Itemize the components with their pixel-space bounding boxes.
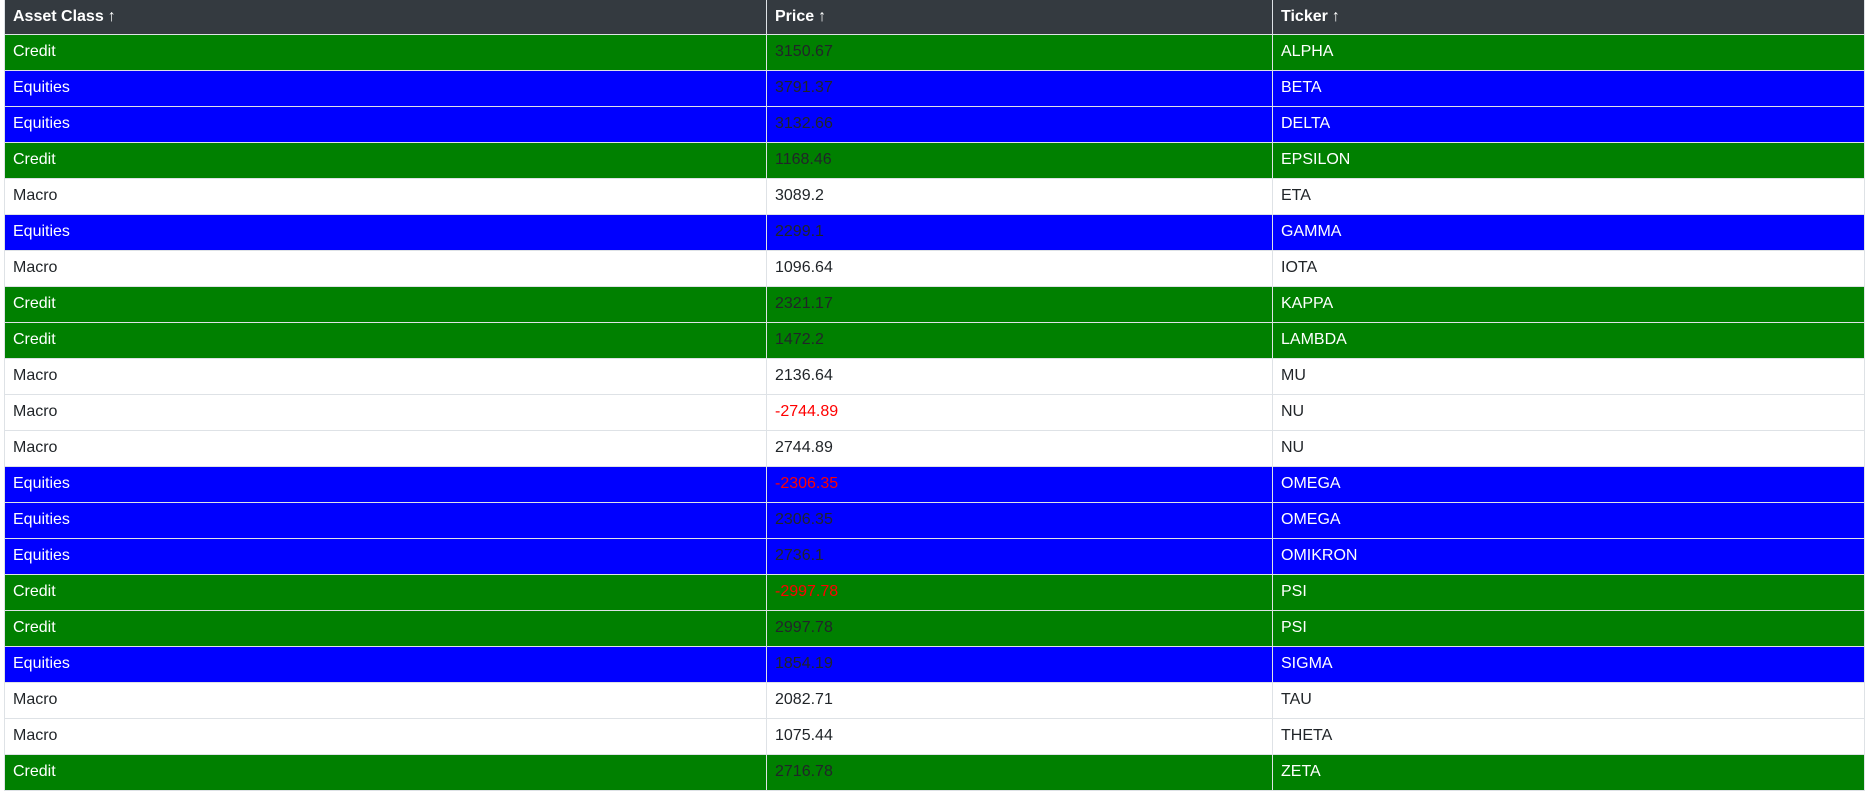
cell-asset-class: Macro <box>4 357 767 395</box>
table-row[interactable]: Credit 1168.46 EPSILON <box>4 141 1865 179</box>
cell-asset-class: Credit <box>4 285 767 323</box>
table-row[interactable]: Macro 3089.2 ETA <box>4 177 1865 215</box>
cell-ticker: DELTA <box>1272 105 1865 143</box>
cell-ticker: THETA <box>1272 717 1865 755</box>
header-row: Asset Class ↑ Price ↑ Ticker ↑ <box>4 0 1865 35</box>
cell-asset-class: Equities <box>4 645 767 683</box>
table-row[interactable]: Equities 1854.19 SIGMA <box>4 645 1865 683</box>
cell-asset-class: Macro <box>4 393 767 431</box>
cell-price: 3791.37 <box>766 69 1273 107</box>
column-header-price[interactable]: Price ↑ <box>766 0 1273 35</box>
column-header-label: Asset Class <box>13 7 104 25</box>
cell-price: 3150.67 <box>766 33 1273 71</box>
cell-ticker: BETA <box>1272 69 1865 107</box>
table-row[interactable]: Equities -2306.35 OMEGA <box>4 465 1865 503</box>
table-row[interactable]: Macro 2136.64 MU <box>4 357 1865 395</box>
cell-price: 1854.19 <box>766 645 1273 683</box>
cell-ticker: TAU <box>1272 681 1865 719</box>
table-row[interactable]: Macro 2082.71 TAU <box>4 681 1865 719</box>
cell-ticker: EPSILON <box>1272 141 1865 179</box>
table-row[interactable]: Credit 2997.78 PSI <box>4 609 1865 647</box>
cell-price: 1168.46 <box>766 141 1273 179</box>
cell-ticker: ETA <box>1272 177 1865 215</box>
cell-asset-class: Credit <box>4 573 767 611</box>
cell-ticker: ZETA <box>1272 753 1865 791</box>
cell-asset-class: Macro <box>4 717 767 755</box>
cell-ticker: ALPHA <box>1272 33 1865 71</box>
cell-ticker: MU <box>1272 357 1865 395</box>
table-row[interactable]: Equities 2306.35 OMEGA <box>4 501 1865 539</box>
cell-asset-class: Equities <box>4 465 767 503</box>
cell-price: 2299.1 <box>766 213 1273 251</box>
cell-price: -2997.78 <box>766 573 1273 611</box>
table-row[interactable]: Equities 2299.1 GAMMA <box>4 213 1865 251</box>
cell-asset-class: Credit <box>4 33 767 71</box>
table-row[interactable]: Macro -2744.89 NU <box>4 393 1865 431</box>
column-header-label: Price <box>775 7 815 25</box>
cell-asset-class: Macro <box>4 681 767 719</box>
cell-ticker: GAMMA <box>1272 213 1865 251</box>
cell-price: 2321.17 <box>766 285 1273 323</box>
cell-asset-class: Credit <box>4 321 767 359</box>
cell-price: 1096.64 <box>766 249 1273 287</box>
sort-ascending-icon: ↑ <box>1331 7 1340 25</box>
cell-price: -2306.35 <box>766 465 1273 503</box>
cell-asset-class: Credit <box>4 141 767 179</box>
cell-ticker: NU <box>1272 393 1865 431</box>
cell-asset-class: Equities <box>4 501 767 539</box>
cell-ticker: OMEGA <box>1272 465 1865 503</box>
table-row[interactable]: Equities 3132.66 DELTA <box>4 105 1865 143</box>
cell-ticker: OMEGA <box>1272 501 1865 539</box>
cell-price: 3089.2 <box>766 177 1273 215</box>
table-row[interactable]: Credit 1472.2 LAMBDA <box>4 321 1865 359</box>
cell-asset-class: Equities <box>4 213 767 251</box>
table-header: Asset Class ↑ Price ↑ Ticker ↑ <box>4 0 1865 35</box>
cell-asset-class: Equities <box>4 69 767 107</box>
table-row[interactable]: Credit 2716.78 ZETA <box>4 753 1865 791</box>
cell-asset-class: Macro <box>4 177 767 215</box>
cell-price: 2082.71 <box>766 681 1273 719</box>
cell-asset-class: Macro <box>4 249 767 287</box>
table-row[interactable]: Equities 2736.1 OMIKRON <box>4 537 1865 575</box>
sort-ascending-icon: ↑ <box>107 7 116 25</box>
cell-ticker: SIGMA <box>1272 645 1865 683</box>
cell-price: 2716.78 <box>766 753 1273 791</box>
cell-price: 3132.66 <box>766 105 1273 143</box>
cell-price: 1075.44 <box>766 717 1273 755</box>
table-row[interactable]: Macro 1075.44 THETA <box>4 717 1865 755</box>
cell-price: 2136.64 <box>766 357 1273 395</box>
table-row[interactable]: Credit 2321.17 KAPPA <box>4 285 1865 323</box>
cell-ticker: PSI <box>1272 573 1865 611</box>
cell-price: 2744.89 <box>766 429 1273 467</box>
cell-price: 2736.1 <box>766 537 1273 575</box>
cell-ticker: PSI <box>1272 609 1865 647</box>
cell-ticker: IOTA <box>1272 249 1865 287</box>
table-body: Credit 3150.67 ALPHA Equities 3791.37 BETA Equ… <box>4 33 1865 791</box>
data-table: Asset Class ↑ Price ↑ Ticker ↑ Credit 3150.6… <box>4 0 1865 791</box>
cell-ticker: OMIKRON <box>1272 537 1865 575</box>
cell-asset-class: Credit <box>4 609 767 647</box>
cell-asset-class: Credit <box>4 753 767 791</box>
cell-ticker: LAMBDA <box>1272 321 1865 359</box>
table-row[interactable]: Credit -2997.78 PSI <box>4 573 1865 611</box>
cell-price: 2306.35 <box>766 501 1273 539</box>
column-header-ticker[interactable]: Ticker ↑ <box>1272 0 1865 35</box>
table-row[interactable]: Macro 1096.64 IOTA <box>4 249 1865 287</box>
table-row[interactable]: Credit 3150.67 ALPHA <box>4 33 1865 71</box>
cell-ticker: NU <box>1272 429 1865 467</box>
cell-price: 2997.78 <box>766 609 1273 647</box>
table-row[interactable]: Equities 3791.37 BETA <box>4 69 1865 107</box>
cell-asset-class: Macro <box>4 429 767 467</box>
cell-ticker: KAPPA <box>1272 285 1865 323</box>
cell-price: 1472.2 <box>766 321 1273 359</box>
cell-asset-class: Equities <box>4 105 767 143</box>
column-header-asset-class[interactable]: Asset Class ↑ <box>4 0 767 35</box>
cell-asset-class: Equities <box>4 537 767 575</box>
table-row[interactable]: Macro 2744.89 NU <box>4 429 1865 467</box>
cell-price: -2744.89 <box>766 393 1273 431</box>
column-header-label: Ticker <box>1281 7 1328 25</box>
sort-ascending-icon: ↑ <box>818 7 827 25</box>
